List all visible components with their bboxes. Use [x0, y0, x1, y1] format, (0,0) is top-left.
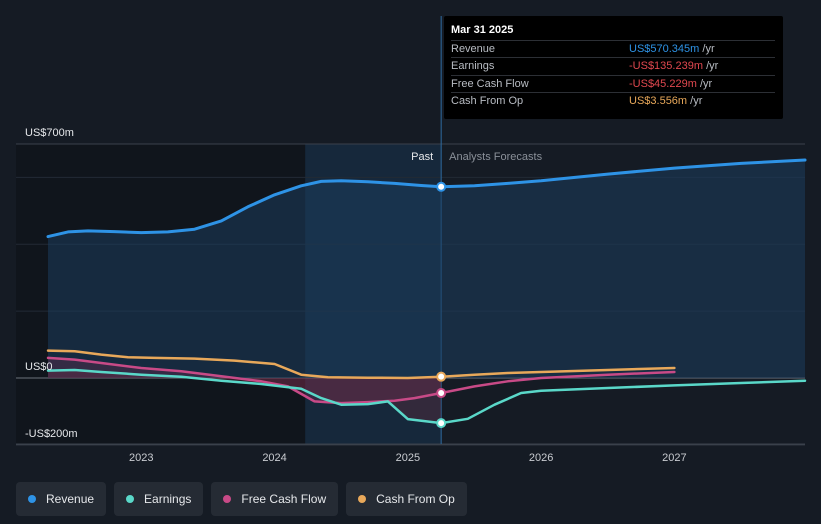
x-tick-label: 2027 [662, 452, 686, 464]
tooltip-row-revenue: Revenue US$570.345m /yr [451, 40, 775, 58]
revenue-marker [436, 181, 447, 192]
y-axis-label: US$0 [25, 361, 53, 373]
x-tick-label: 2024 [262, 452, 286, 464]
tooltip: Mar 31 2025 Revenue US$570.345m /yr Earn… [444, 16, 783, 119]
legend: Revenue Earnings Free Cash Flow Cash Fro… [16, 482, 467, 516]
legend-dot-icon [358, 495, 367, 503]
tooltip-unit: /yr [702, 43, 715, 55]
earnings-marker [436, 418, 447, 429]
cash-from-op-line [46, 349, 676, 380]
legend-dot-icon [28, 495, 36, 503]
tooltip-label: Free Cash Flow [451, 78, 529, 90]
revenue-line [46, 158, 807, 239]
tooltip-label: Earnings [451, 60, 495, 72]
cash-from-op-marker [436, 371, 447, 382]
tooltip-value: US$3.556m [629, 95, 688, 107]
tooltip-unit: /yr [706, 60, 719, 72]
y-axis-label: -US$200m [25, 428, 78, 440]
forecast-label: Analysts Forecasts [449, 151, 542, 163]
tooltip-label: Revenue [451, 43, 496, 55]
earnings-line [46, 368, 807, 425]
tooltip-unit: /yr [690, 95, 703, 107]
legend-item-free-cash-flow[interactable]: Free Cash Flow [211, 482, 339, 516]
legend-item-earnings[interactable]: Earnings [114, 482, 204, 516]
x-tick-label: 2023 [129, 452, 153, 464]
tooltip-date: Mar 31 2025 [451, 24, 514, 36]
earnings-area [48, 370, 442, 424]
legend-dot-icon [126, 495, 135, 503]
past-label: Past [411, 151, 433, 163]
tooltip-value: -US$45.229m [629, 78, 697, 90]
x-tick-label: 2025 [396, 452, 420, 464]
legend-label: Free Cash Flow [241, 492, 327, 506]
x-tick-label: 2026 [529, 452, 553, 464]
tooltip-row-earnings: Earnings -US$135.239m /yr [451, 57, 775, 75]
tooltip-row-free-cash-flow: Free Cash Flow -US$45.229m /yr [451, 75, 775, 93]
tooltip-unit: /yr [699, 78, 713, 90]
legend-label: Revenue [46, 492, 95, 506]
tooltip-label: Cash From Op [451, 95, 524, 107]
legend-item-cash-from-op[interactable]: Cash From Op [346, 482, 467, 516]
tooltip-row-cash-from-op: Cash From Op US$3.556m /yr [451, 92, 775, 110]
legend-label: Cash From Op [376, 492, 455, 506]
legend-dot-icon [223, 495, 232, 503]
tooltip-value: US$570.345m [629, 43, 700, 55]
free-cash-flow-line [46, 356, 676, 405]
free-cash-flow-marker [436, 388, 447, 399]
y-axis-label: US$700m [25, 127, 74, 139]
revenue-area [48, 160, 805, 378]
legend-label: Earnings [144, 492, 192, 506]
tooltip-value: -US$135.239m [629, 60, 703, 72]
legend-item-revenue[interactable]: Revenue [16, 482, 107, 516]
